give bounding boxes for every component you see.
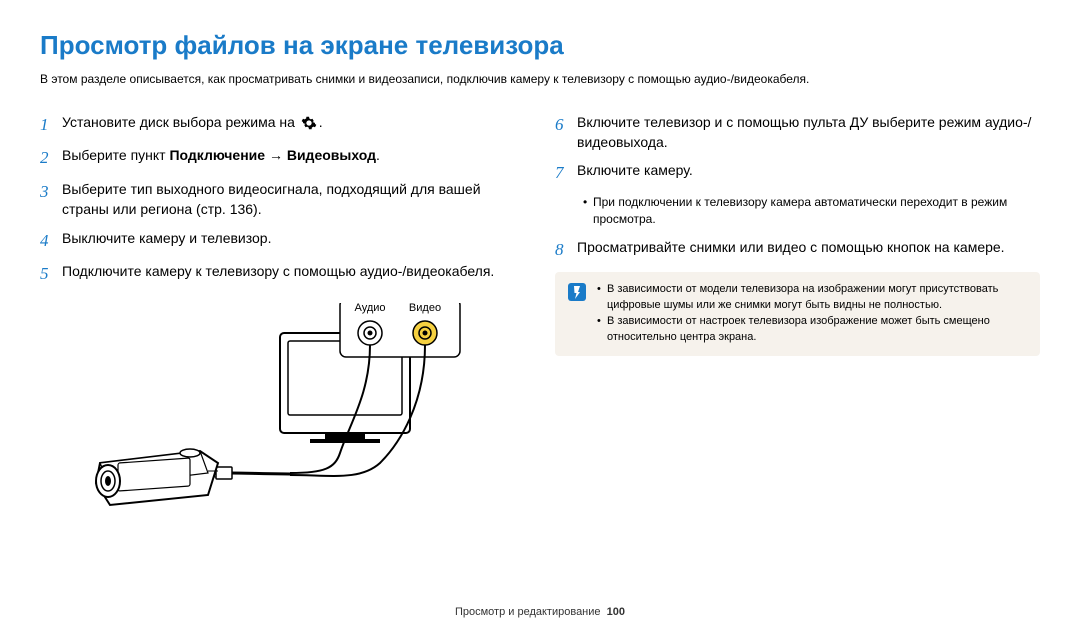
step-3: 3 Выберите тип выходного видеосигнала, п…	[40, 179, 525, 220]
step-number: 8	[555, 237, 577, 263]
note-bullet: • В зависимости от настроек телевизора и…	[597, 314, 1028, 346]
step-number: 1	[40, 112, 62, 138]
step-4: 4 Выключите камеру и телевизор.	[40, 228, 525, 254]
step-text: Включите камеру.	[577, 160, 1040, 186]
step-2: 2 Выберите пункт Подключение → Видеовыхо…	[40, 145, 525, 171]
step-text: Подключите камеру к телевизору с помощью…	[62, 261, 525, 287]
step-7-bullets: • При подключении к телевизору камера ав…	[583, 194, 1040, 229]
step-text: Выберите пункт Подключение → Видеовыход.	[62, 145, 525, 171]
step-text: Установите диск выбора режима на .	[62, 112, 525, 138]
step-number: 3	[40, 179, 62, 220]
info-icon	[567, 282, 587, 346]
audio-label: Аудио	[354, 303, 385, 314]
page-footer: Просмотр и редактирование 100	[0, 606, 1080, 618]
step-7: 7 Включите камеру.	[555, 160, 1040, 186]
step-text: Просматривайте снимки или видео с помощь…	[577, 237, 1040, 263]
bullet-dot: •	[583, 194, 593, 229]
left-column: 1 Установите диск выбора режима на . 2 В…	[40, 112, 525, 523]
note-content: • В зависимости от модели телевизора на …	[597, 282, 1028, 346]
bullet-item: • При подключении к телевизору камера ав…	[583, 194, 1040, 229]
step-number: 4	[40, 228, 62, 254]
step-8: 8 Просматривайте снимки или видео с помо…	[555, 237, 1040, 263]
video-label: Видео	[409, 303, 441, 314]
step-number: 7	[555, 160, 577, 186]
step-1: 1 Установите диск выбора режима на .	[40, 112, 525, 138]
steps-right-cont: 8 Просматривайте снимки или видео с помо…	[555, 237, 1040, 263]
step-number: 5	[40, 261, 62, 287]
steps-right: 6 Включите телевизор и с помощью пульта …	[555, 112, 1040, 186]
step-text: Выключите камеру и телевизор.	[62, 228, 525, 254]
note-box: • В зависимости от модели телевизора на …	[555, 272, 1040, 356]
step-5: 5 Подключите камеру к телевизору с помощ…	[40, 261, 525, 287]
step-number: 2	[40, 145, 62, 171]
right-column: 6 Включите телевизор и с помощью пульта …	[555, 112, 1040, 523]
note-bullet: • В зависимости от модели телевизора на …	[597, 282, 1028, 314]
step-text: Выберите тип выходного видеосигнала, под…	[62, 179, 525, 220]
step-number: 6	[555, 112, 577, 153]
step-6: 6 Включите телевизор и с помощью пульта …	[555, 112, 1040, 153]
connection-illustration: Аудио Видео	[80, 303, 480, 523]
steps-left: 1 Установите диск выбора режима на . 2 В…	[40, 112, 525, 287]
bullet-dot: •	[597, 282, 607, 314]
gear-icon	[301, 115, 317, 131]
bullet-dot: •	[597, 314, 607, 346]
step-text: Включите телевизор и с помощью пульта ДУ…	[577, 112, 1040, 153]
page-title: Просмотр файлов на экране телевизора	[40, 30, 1040, 61]
intro-text: В этом разделе описывается, как просматр…	[40, 71, 1040, 88]
